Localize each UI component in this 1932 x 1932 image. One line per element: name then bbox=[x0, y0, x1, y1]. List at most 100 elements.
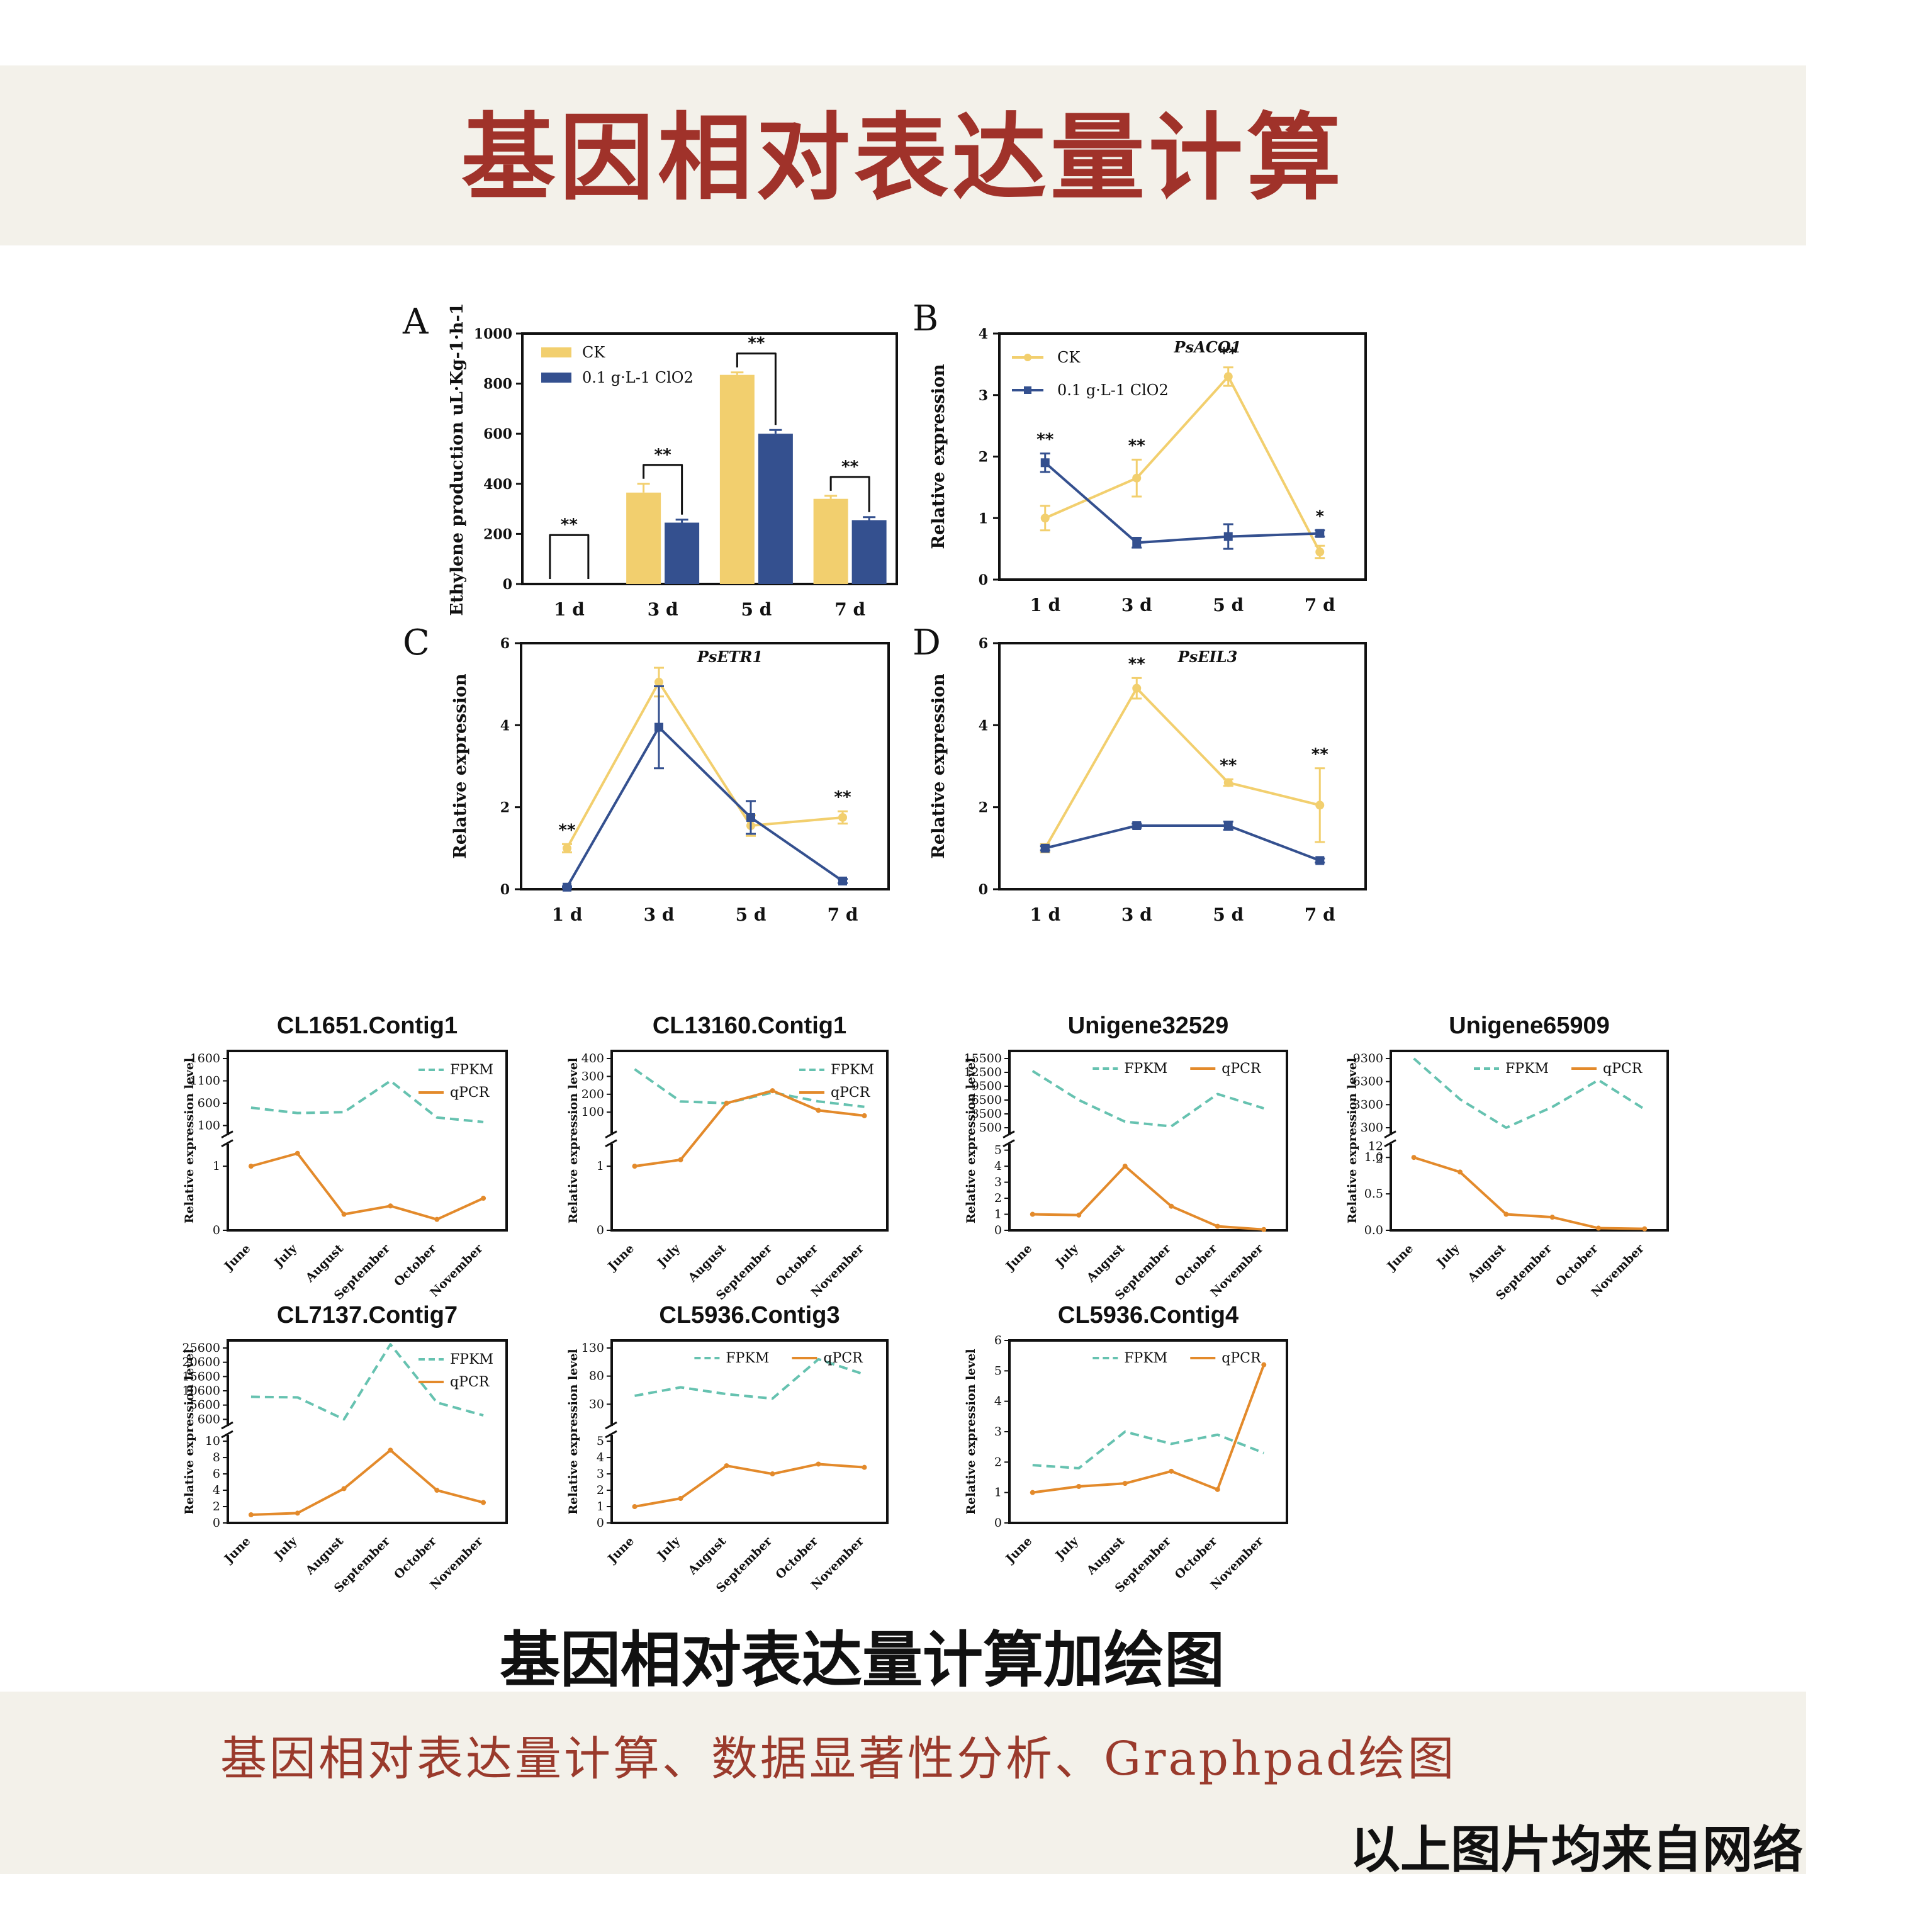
small-chart-7-ytick-label: 6 bbox=[994, 1334, 1002, 1347]
small-chart-5-point-qpcr bbox=[481, 1500, 486, 1505]
panel-b-xtick-label: 7 d bbox=[1305, 595, 1335, 615]
small-chart-4-xtick-label: October bbox=[1553, 1241, 1601, 1289]
small-chart-7-point-qpcr bbox=[1030, 1490, 1035, 1495]
panel-d-point-treat bbox=[1132, 821, 1142, 830]
panel-d-xtick-label: 3 d bbox=[1121, 904, 1152, 925]
small-chart-1-axis-break-mark bbox=[221, 1139, 233, 1147]
small-chart-1-legend-fpkm: FPKM bbox=[450, 1062, 493, 1078]
small-chart-3-axis-break-mark bbox=[1003, 1139, 1015, 1147]
services-subtitle: 基因相对表达量计算、数据显著性分析、Graphpad绘图 bbox=[220, 1732, 1457, 1786]
panel-c-sig-label: ** bbox=[834, 788, 851, 807]
panel-b-xtick-label: 1 d bbox=[1030, 595, 1060, 615]
small-chart-2-ytick-label: 400 bbox=[581, 1052, 604, 1065]
panel-a-ylabel: Ethylene production uL·Kg-1·h-1 bbox=[447, 303, 467, 615]
small-chart-6-point-qpcr bbox=[724, 1463, 729, 1469]
panel-c-line-ck bbox=[566, 680, 843, 849]
panel-a-sig-bracket bbox=[736, 352, 777, 425]
small-chart-2-point-qpcr bbox=[862, 1113, 867, 1118]
small-chart-2-xtick-label: July bbox=[654, 1241, 683, 1271]
panel-a-frame bbox=[521, 332, 898, 585]
panel-d-ytick-label: 2 bbox=[979, 800, 988, 816]
small-chart-5-xtick-label: July bbox=[271, 1534, 300, 1563]
panel-d-sig-label: ** bbox=[1220, 756, 1237, 775]
small-chart-7-point-qpcr bbox=[1076, 1484, 1082, 1489]
small-chart-5-ytick-label: 4 bbox=[213, 1483, 220, 1497]
small-chart-3-line-qpcr bbox=[1032, 1165, 1264, 1231]
small-chart-1-legend-qpcr: qPCR bbox=[450, 1085, 490, 1101]
small-chart-4-ytick-label: 9300 bbox=[1353, 1052, 1383, 1065]
small-chart-4-point-qpcr bbox=[1457, 1169, 1463, 1175]
panel-d-letter: D bbox=[913, 622, 941, 663]
panel-b-line-ck bbox=[1044, 375, 1322, 553]
subtitle-band bbox=[0, 1692, 1806, 1874]
small-chart-4-point-qpcr bbox=[1549, 1215, 1555, 1220]
small-chart-5-ytick-label: 10600 bbox=[183, 1384, 220, 1398]
small-chart-7-point-qpcr bbox=[1215, 1486, 1220, 1492]
small-chart-6-line-fpkm bbox=[634, 1357, 865, 1400]
panel-a-sig-bracket bbox=[643, 464, 683, 515]
panel-c-sig-label: ** bbox=[558, 821, 576, 840]
small-chart-4-point-qpcr bbox=[1596, 1225, 1601, 1231]
small-chart-3-point-qpcr bbox=[1169, 1203, 1174, 1209]
small-chart-6-point-qpcr bbox=[816, 1461, 821, 1467]
small-chart-4-title: Unigene65909 bbox=[1449, 1013, 1610, 1039]
small-chart-6-xtick-label: June bbox=[605, 1534, 637, 1566]
small-chart-5-title: CL7137.Contig7 bbox=[277, 1302, 458, 1328]
small-chart-6-legend-qpcr: qPCR bbox=[823, 1351, 863, 1366]
small-chart-7-xtick-label: August bbox=[1084, 1534, 1128, 1578]
small-chart-4-line-fpkm bbox=[1413, 1057, 1646, 1129]
panel-a-sig-bracket bbox=[549, 534, 590, 579]
small-chart-2-ylabel: Relative expression level bbox=[566, 1058, 580, 1223]
panel-c-frame bbox=[520, 642, 890, 890]
panel-c-point-ck bbox=[654, 677, 663, 687]
small-chart-3-xtick-label: August bbox=[1084, 1242, 1128, 1286]
panel-b-letter: B bbox=[913, 298, 938, 339]
small-chart-1-point-qpcr bbox=[481, 1196, 486, 1201]
small-chart-2-ytick-label: 0 bbox=[597, 1223, 604, 1237]
small-chart-5-point-qpcr bbox=[388, 1447, 393, 1453]
small-chart-4-xtick-label: July bbox=[1434, 1241, 1463, 1271]
small-chart-3-ylabel: Relative expression level bbox=[964, 1058, 978, 1223]
panel-b-sig-label: ** bbox=[1128, 436, 1146, 455]
small-chart-4-legend-qpcr: qPCR bbox=[1603, 1061, 1643, 1077]
small-chart-3-frame bbox=[1008, 1050, 1288, 1232]
small-chart-5-ytick-label: 25600 bbox=[183, 1341, 220, 1355]
small-chart-5-xtick-label: October bbox=[391, 1534, 439, 1581]
small-chart-4-point-qpcr bbox=[1642, 1226, 1648, 1232]
small-chart-3-ytick-label: 1 bbox=[994, 1208, 1002, 1222]
small-chart-7-legend-fpkm: FPKM bbox=[1124, 1351, 1167, 1366]
panel-d-point-ck bbox=[1132, 683, 1142, 693]
small-chart-4-frame bbox=[1390, 1050, 1669, 1232]
small-chart-1-point-qpcr bbox=[295, 1150, 300, 1156]
panel-b-line-treat bbox=[1044, 461, 1320, 544]
small-chart-3-ytick-label: 0 bbox=[994, 1223, 1002, 1237]
panel-d-xtick-label: 5 d bbox=[1213, 904, 1244, 925]
small-chart-3-ytick-label: 3 bbox=[994, 1176, 1002, 1189]
small-chart-1-xtick-label: August bbox=[303, 1242, 347, 1286]
small-chart-5-ylabel: Relative expression level bbox=[183, 1349, 196, 1514]
panel-c-point-treat bbox=[654, 722, 663, 732]
small-chart-1-xtick-label: October bbox=[391, 1241, 439, 1289]
small-chart-1-xtick-label: June bbox=[221, 1242, 253, 1274]
small-chart-5-xtick-label: June bbox=[221, 1534, 253, 1566]
panel-c-point-treat bbox=[563, 882, 571, 892]
panel-d-line-treat bbox=[1045, 824, 1320, 862]
small-chart-1-ytick-label: 1 bbox=[213, 1159, 220, 1173]
panel-a-sig-label: ** bbox=[654, 446, 672, 464]
small-chart-6-ytick-label: 4 bbox=[597, 1451, 604, 1464]
panel-b-point-treat bbox=[1040, 458, 1050, 468]
small-chart-4-ytick-label: 0.0 bbox=[1364, 1223, 1383, 1237]
panel-d-gene-name: PsEIL3 bbox=[1177, 648, 1238, 666]
small-chart-3-xtick-label: October bbox=[1172, 1241, 1220, 1289]
panel-b-legend-marker-treat bbox=[1024, 386, 1031, 394]
small-chart-2-ytick-label: 1 bbox=[597, 1159, 604, 1173]
panel-a-xtick-label: 7 d bbox=[834, 599, 865, 620]
small-chart-1-point-qpcr bbox=[434, 1216, 440, 1222]
small-chart-1-ytick-label: 1600 bbox=[190, 1052, 220, 1065]
small-chart-1-ytick-label: 100 bbox=[198, 1119, 220, 1133]
panel-d-point-ck bbox=[1223, 778, 1233, 787]
small-chart-7-legend-qpcr: qPCR bbox=[1222, 1351, 1262, 1366]
small-chart-7-xtick-label: June bbox=[1003, 1534, 1035, 1566]
small-chart-2-legend-fpkm: FPKM bbox=[831, 1062, 874, 1078]
